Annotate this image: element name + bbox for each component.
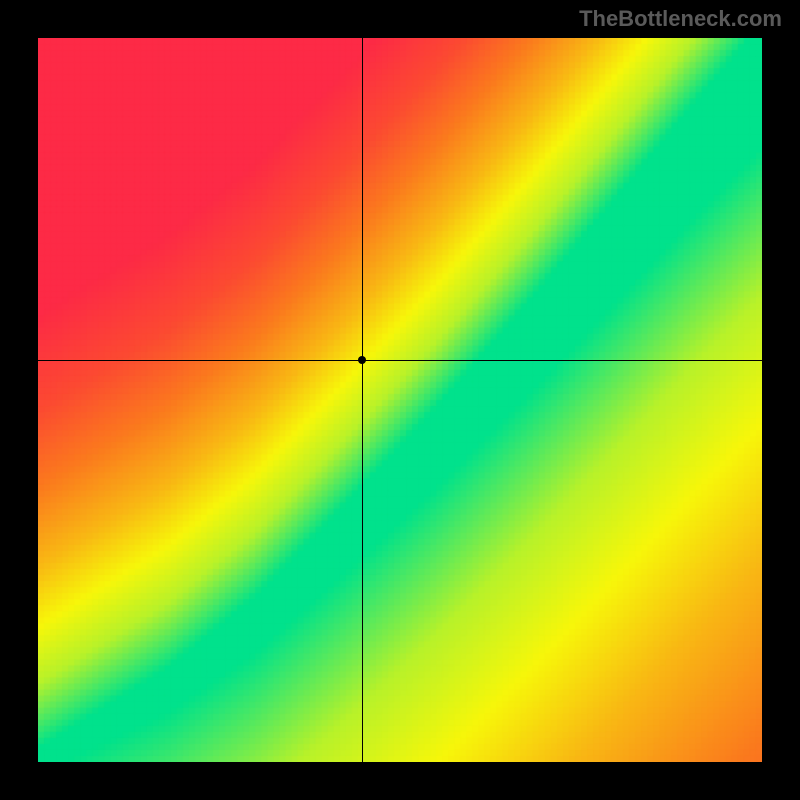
chart-container: TheBottleneck.com xyxy=(0,0,800,800)
crosshair-horizontal xyxy=(38,360,762,361)
marker-dot xyxy=(358,356,366,364)
plot-area xyxy=(38,38,762,762)
crosshair-vertical xyxy=(362,38,363,762)
heatmap-canvas xyxy=(38,38,762,762)
watermark-text: TheBottleneck.com xyxy=(579,6,782,32)
